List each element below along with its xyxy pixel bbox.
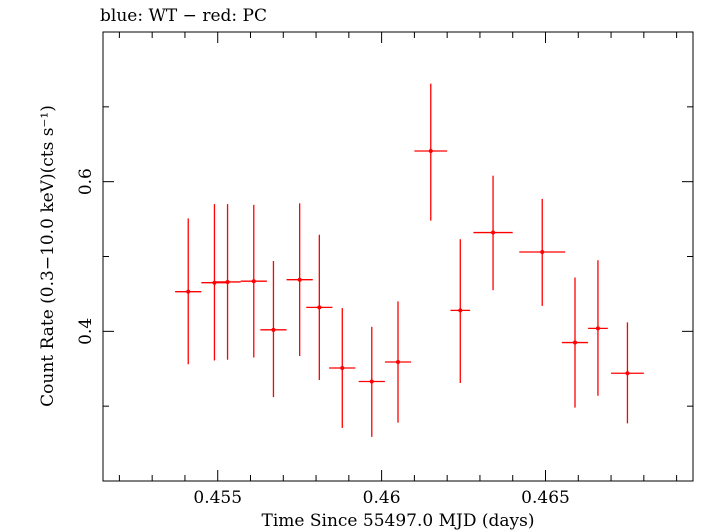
data-point bbox=[240, 204, 267, 358]
data-point bbox=[611, 322, 644, 424]
data-point bbox=[358, 326, 385, 437]
data-point bbox=[286, 203, 313, 357]
data-point bbox=[306, 234, 333, 380]
point-marker bbox=[428, 148, 433, 153]
point-marker bbox=[491, 230, 496, 235]
axis-ticks bbox=[103, 31, 693, 482]
point-marker bbox=[212, 280, 217, 285]
point-marker bbox=[225, 279, 230, 284]
point-marker bbox=[595, 326, 600, 331]
y-tick-label: 0.6 bbox=[76, 168, 96, 195]
chart-title: blue: WT − red: PC bbox=[100, 6, 267, 26]
tick-labels: 0.455 0.46 0.465 0.4 0.6 bbox=[76, 168, 570, 508]
y-tick-label: 0.4 bbox=[76, 318, 96, 345]
point-marker bbox=[271, 327, 276, 332]
data-point bbox=[561, 277, 589, 408]
point-marker bbox=[186, 289, 191, 294]
data-point bbox=[329, 308, 356, 428]
point-marker bbox=[458, 308, 463, 313]
y-axis-label: Count Rate (0.3−10.0 keV)(cts s⁻¹) bbox=[38, 105, 58, 407]
data-point bbox=[214, 204, 241, 360]
point-marker bbox=[251, 279, 256, 284]
x-tick-label: 0.455 bbox=[193, 488, 242, 508]
point-marker bbox=[369, 379, 374, 384]
x-axis-label: Time Since 55497.0 MJD (days) bbox=[262, 511, 535, 531]
data-point bbox=[588, 260, 608, 396]
data-point bbox=[260, 260, 287, 398]
x-tick-label: 0.46 bbox=[363, 488, 401, 508]
data-point bbox=[450, 239, 471, 383]
x-tick-label: 0.465 bbox=[521, 488, 570, 508]
data-point bbox=[175, 218, 202, 365]
data-point bbox=[384, 301, 412, 423]
data-points bbox=[175, 83, 644, 437]
data-point bbox=[519, 198, 566, 306]
point-marker bbox=[540, 250, 545, 255]
point-marker bbox=[297, 277, 302, 282]
data-point bbox=[414, 83, 448, 221]
data-point bbox=[473, 175, 513, 291]
point-marker bbox=[625, 371, 630, 376]
point-marker bbox=[340, 366, 345, 371]
point-marker bbox=[396, 360, 400, 365]
point-marker bbox=[317, 305, 322, 310]
point-marker bbox=[573, 340, 577, 345]
